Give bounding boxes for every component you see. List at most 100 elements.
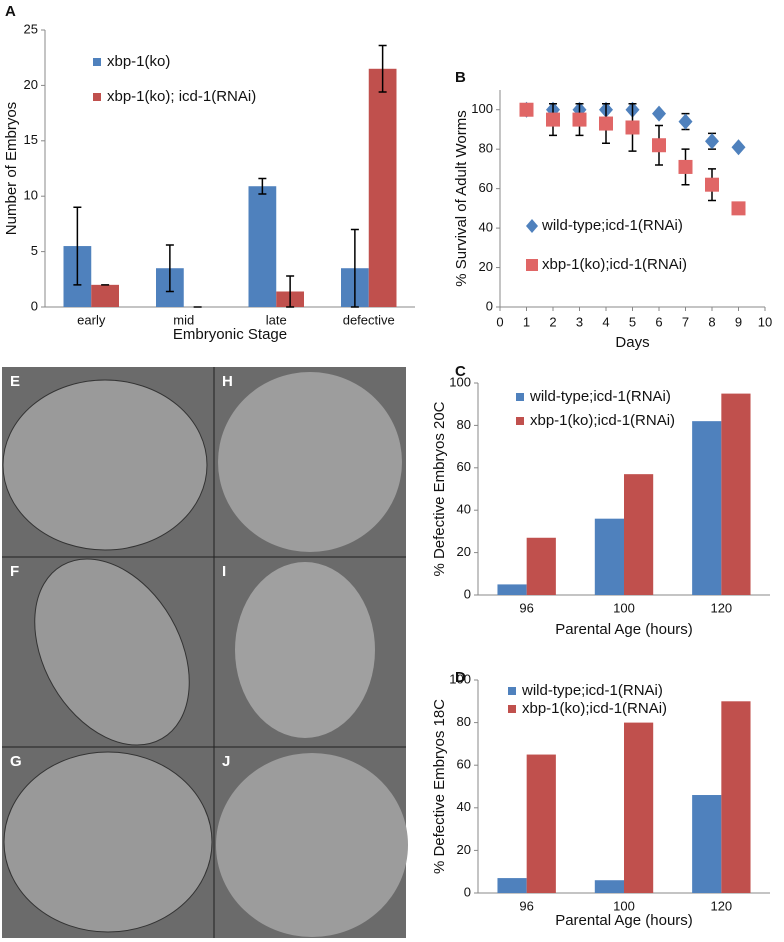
y-tick-label: 40 <box>457 799 471 814</box>
y-tick-label: 10 <box>24 188 38 203</box>
y-tick-label: 20 <box>479 259 493 274</box>
error-bar <box>258 177 267 195</box>
legend-label: wild-type;icd-1(RNAi) <box>529 388 671 405</box>
y-tick-label: 20 <box>457 842 471 857</box>
legend-label: xbp-1(ko);icd-1(RNAi) <box>522 700 667 717</box>
x-tick-label: 120 <box>710 600 732 615</box>
legend-label: xbp-1(ko);icd-1(RNAi) <box>530 412 675 429</box>
point <box>546 112 560 127</box>
bar <box>91 284 119 307</box>
y-tick-label: 100 <box>449 671 471 686</box>
point <box>652 105 666 122</box>
y-tick-label: 0 <box>464 884 471 899</box>
x-tick-label: 1 <box>523 314 530 329</box>
x-tick-label: 96 <box>519 600 533 615</box>
bar <box>526 754 556 893</box>
bar <box>594 880 624 893</box>
x-tick-label: early <box>77 312 106 327</box>
y-tick-label: 100 <box>449 374 471 389</box>
y-tick-label: 0 <box>486 298 493 313</box>
y-tick-label: 60 <box>479 180 493 195</box>
panel-label: A <box>5 3 16 20</box>
point <box>678 159 693 174</box>
legend-label: xbp-1(ko); icd-1(RNAi) <box>107 88 256 105</box>
x-axis-title: Days <box>615 334 649 351</box>
panel-label: B <box>455 69 466 86</box>
error-bar <box>73 206 82 286</box>
y-tick-label: 20 <box>457 544 471 559</box>
bar <box>692 795 722 893</box>
point <box>599 116 613 131</box>
x-tick-label: 8 <box>708 314 715 329</box>
x-tick-label: 4 <box>602 314 609 329</box>
bar <box>526 537 556 595</box>
bar <box>721 393 751 595</box>
embryo <box>235 562 375 738</box>
legend-swatch <box>516 393 524 401</box>
x-tick-label: 7 <box>682 314 689 329</box>
x-tick-label: 9 <box>735 314 742 329</box>
y-axis-title: % Defective Embryos 20C <box>431 401 448 576</box>
legend-swatch <box>526 259 538 271</box>
y-tick-label: 40 <box>457 502 471 517</box>
micrograph-label: E <box>10 373 20 390</box>
x-tick-label: 3 <box>576 314 583 329</box>
legend-label: xbp-1(ko);icd-1(RNAi) <box>542 256 687 273</box>
x-tick-label: 100 <box>613 898 635 913</box>
point <box>625 120 640 135</box>
bar <box>624 474 654 595</box>
y-tick-label: 0 <box>31 298 38 313</box>
micrograph-label: J <box>222 753 230 770</box>
embryo <box>34 558 190 746</box>
micrograph-label: G <box>10 753 22 770</box>
x-tick-label: 2 <box>549 314 556 329</box>
y-tick-label: 5 <box>31 243 38 258</box>
y-axis-title: % Defective Embryos 18C <box>431 699 448 874</box>
legend-swatch <box>516 417 524 425</box>
legend-swatch <box>526 219 538 233</box>
micrograph-label: H <box>222 373 233 390</box>
error-bar <box>165 244 174 293</box>
micrograph-label: I <box>222 563 226 580</box>
embryo <box>2 379 208 551</box>
point <box>705 133 719 150</box>
point <box>678 113 693 130</box>
x-tick-label: 6 <box>655 314 662 329</box>
bar <box>248 186 277 307</box>
legend-label: wild-type;icd-1(RNAi) <box>521 682 663 699</box>
y-axis-title: Number of Embryos <box>3 102 20 235</box>
x-tick-label: late <box>266 312 287 327</box>
x-tick-label: 10 <box>758 314 772 329</box>
y-tick-label: 20 <box>24 77 38 92</box>
legend-label: xbp-1(ko) <box>107 53 170 70</box>
error-bar <box>378 44 387 93</box>
point <box>705 177 719 192</box>
legend-label: wild-type;icd-1(RNAi) <box>541 217 683 234</box>
legend-swatch <box>508 705 516 713</box>
y-tick-label: 80 <box>479 141 493 156</box>
x-axis-title: Embryonic Stage <box>173 326 287 343</box>
y-tick-label: 40 <box>479 220 493 235</box>
embryo <box>3 751 213 933</box>
bar <box>497 878 527 893</box>
x-axis-title: Parental Age (hours) <box>555 621 693 638</box>
embryo <box>216 753 408 937</box>
y-tick-label: 15 <box>24 132 38 147</box>
y-tick-label: 60 <box>457 459 471 474</box>
micrograph-area <box>2 367 408 938</box>
error-bar <box>350 228 359 308</box>
legend-swatch <box>93 93 101 101</box>
bar <box>721 701 751 893</box>
bar <box>692 421 722 595</box>
point <box>731 139 746 156</box>
x-tick-label: 0 <box>496 314 503 329</box>
y-axis-title: % Survival of Adult Worms <box>453 110 470 286</box>
point <box>731 201 746 216</box>
y-tick-label: 80 <box>457 714 471 729</box>
bar <box>497 584 527 595</box>
panel-label: D <box>455 669 466 686</box>
legend-swatch <box>93 58 101 66</box>
y-tick-label: 60 <box>457 757 471 772</box>
panel-label: C <box>455 363 466 380</box>
